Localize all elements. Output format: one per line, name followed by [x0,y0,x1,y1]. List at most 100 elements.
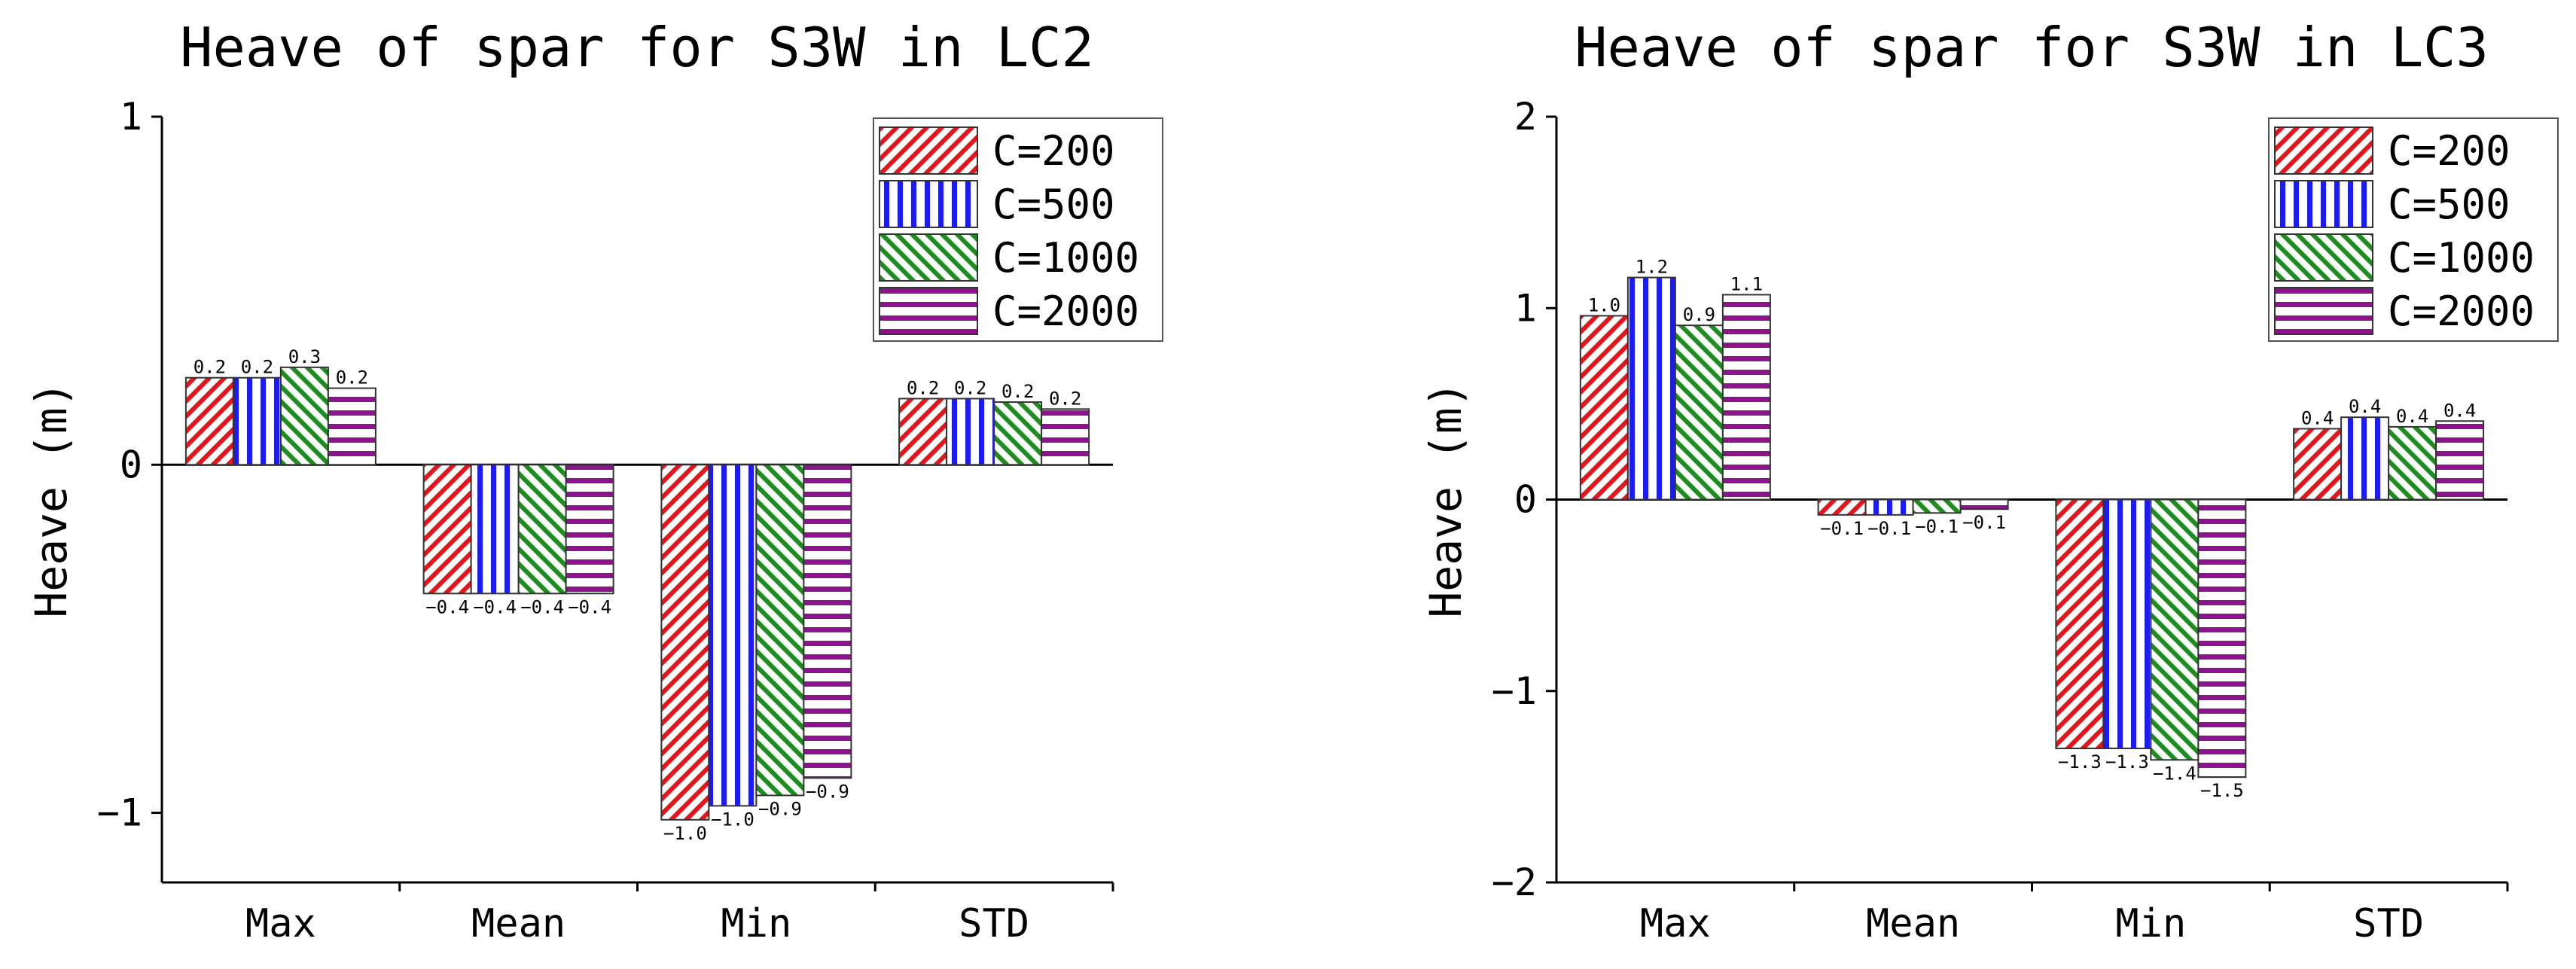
data-label: 0.4 [2396,406,2428,427]
legend-swatch [2274,180,2373,228]
legend-label: C=200 [992,127,1115,175]
bar-c-2000-std [1041,408,1090,466]
y-tick-label: 1 [120,95,142,139]
y-axis-label: Heave (m) [1420,381,1471,617]
bar-c-500-max [1626,276,1676,501]
bar-c-200-min [660,464,710,821]
chart-panel-2: Heave of spar for S3W in LC3 Heave (m) −2 −… [1420,16,2559,946]
y-tick-label: 2 [1514,95,1537,139]
bar-c-500-std [946,398,995,466]
bar-c-500-max [232,376,282,466]
legend-swatch [2274,287,2373,335]
bar-c-200-std [898,398,948,466]
bar-c-200-max [184,376,234,466]
legend-label: C=2000 [2388,288,2535,335]
data-label: 1.0 [1588,294,1620,315]
legend-swatch [2274,126,2373,175]
legend-label: C=1000 [992,234,1139,282]
x-tick-label: Mean [1866,901,1960,946]
bar-c-1000-min [755,464,805,797]
bar-c-500-min [2102,498,2152,750]
legend-label: C=500 [992,181,1115,228]
data-label: −1.0 [663,823,707,844]
data-label: 0.4 [2301,407,2334,428]
data-label: −1.5 [2200,780,2244,801]
data-label: −0.9 [758,798,802,819]
data-label: −0.4 [568,596,611,617]
bar-c-2000-max [1721,294,1771,501]
bar-c-500-mean [470,464,520,595]
y-tick-label: 0 [120,443,142,486]
x-tick-label: Max [1640,901,1711,946]
data-label: −1.0 [711,809,755,830]
data-label: 1.1 [1730,273,1763,294]
data-label: 1.2 [1636,257,1668,278]
legend-label: C=2000 [992,288,1139,335]
bar-c-1000-min [2150,498,2200,761]
x-tick-label: Mean [471,901,566,946]
bar-c-1000-max [279,366,329,466]
bar-c-500-std [2340,416,2390,501]
legend: C=200 C=500 C=1000 C=2000 [873,117,1163,342]
chart-panel-1: Heave of spar for S3W in LC2 Heave (m) −1 0… [26,16,1163,946]
data-label: −1.4 [2153,763,2196,784]
data-label: −0.1 [1962,512,2006,533]
legend-swatch [2274,233,2373,282]
bar-c-1000-mean [1912,498,1962,514]
data-label: 0.3 [288,346,321,367]
x-tick-label: STD [2353,901,2424,946]
y-axis-label: Heave (m) [26,381,77,617]
data-label: 0.4 [2349,396,2381,417]
data-label: −1.3 [2058,751,2102,772]
bar-c-1000-std [993,401,1043,466]
data-label: 0.2 [907,377,939,398]
bar-c-2000-max [327,387,376,466]
data-label: −1.3 [2105,751,2149,772]
bar-c-1000-mean [517,464,567,595]
data-label: 0.2 [336,367,368,389]
data-label: −0.1 [1867,518,1911,539]
data-label: 0.2 [954,377,986,398]
data-label: −0.4 [425,596,469,617]
data-label: 0.2 [194,357,226,378]
y-tick-label: 0 [1514,478,1537,522]
bar-c-2000-std [2435,420,2485,501]
bar-c-2000-mean [1959,498,2009,510]
legend-swatch [879,180,978,228]
bar-c-500-mean [1864,498,1914,516]
y-tick-label: −1 [1492,669,1537,713]
bar-c-2000-mean [565,464,614,595]
y-tick-label: −1 [97,791,142,835]
bar-c-1000-std [2388,425,2437,501]
bar-c-200-max [1579,315,1629,501]
legend-swatch [879,233,978,282]
data-label: −0.1 [1820,518,1864,539]
data-label: −0.4 [473,596,517,617]
x-tick-label: STD [959,901,1029,946]
data-label: 0.2 [1049,388,1081,409]
data-label: 0.2 [241,357,273,378]
x-tick-label: Min [721,901,791,946]
chart-title: Heave of spar for S3W in LC2 [180,16,1094,79]
data-label: −0.4 [520,596,564,617]
y-tick-label: 1 [1514,286,1537,330]
bar-c-200-mean [1817,498,1867,516]
bar-c-2000-min [2197,498,2247,779]
legend-label: C=200 [2388,127,2510,175]
data-label: 0.2 [1001,381,1034,402]
y-tick-label: −2 [1492,861,1537,904]
bar-c-200-std [2293,428,2343,501]
bar-c-2000-min [803,464,852,779]
legend: C=200 C=500 C=1000 C=2000 [2268,117,2559,342]
bar-c-1000-max [1674,325,1724,501]
legend-swatch [879,126,978,175]
chart-title: Heave of spar for S3W in LC3 [1575,16,2489,79]
data-label: −0.9 [806,781,849,802]
bar-c-500-min [708,464,758,807]
legend-label: C=1000 [2388,234,2535,282]
x-tick-label: Min [2115,901,2186,946]
bar-c-200-mean [422,464,472,595]
x-tick-label: Max [245,901,316,946]
